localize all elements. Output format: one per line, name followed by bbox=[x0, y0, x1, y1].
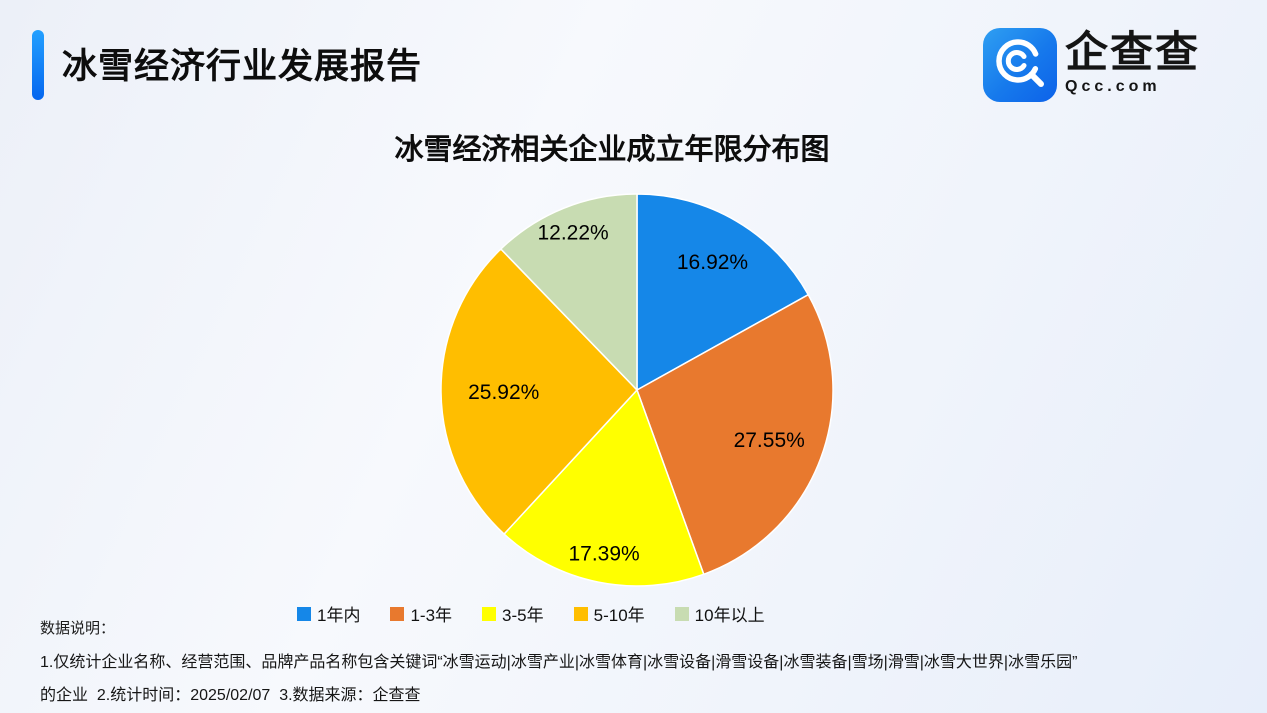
pie-slice-4 bbox=[440, 248, 638, 535]
legend-item-2: 1-3年 bbox=[390, 601, 452, 626]
qcc-magnifier-icon bbox=[983, 28, 1057, 102]
pie-slice-3 bbox=[503, 389, 705, 587]
pie-slice-5 bbox=[500, 193, 638, 391]
legend-item-1: 1年内 bbox=[297, 601, 360, 626]
legend-swatch-icon bbox=[297, 606, 311, 621]
legend-item-3: 3-5年 bbox=[482, 601, 544, 626]
legend-label: 10年以上 bbox=[694, 606, 765, 625]
legend-swatch-icon bbox=[482, 606, 497, 621]
logo-name: 企查查 bbox=[1065, 29, 1200, 77]
chart-title: 冰雪经济相关企业成立年限分布图 bbox=[394, 134, 830, 166]
qcc-logo: 企查查 Qcc.com bbox=[983, 28, 1200, 102]
logo-domain: Qcc.com bbox=[1065, 78, 1161, 95]
legend-label: 3-5年 bbox=[502, 606, 544, 625]
legend-item-5: 10年以上 bbox=[674, 601, 765, 626]
legend-swatch-icon bbox=[390, 606, 405, 621]
pie-slice-label-4: 25.92% bbox=[468, 381, 539, 404]
legend-swatch-icon bbox=[573, 606, 588, 621]
legend-swatch-icon bbox=[674, 606, 689, 621]
pie-slice-label-2: 27.55% bbox=[734, 429, 805, 452]
legend-label: 1年内 bbox=[317, 606, 361, 625]
logo-text: 企查查 Qcc.com bbox=[1065, 28, 1200, 102]
title-accent-bar bbox=[32, 30, 44, 100]
legend-label: 1-3年 bbox=[410, 606, 453, 625]
pie-slice-label-3: 17.39% bbox=[568, 543, 639, 566]
notes-line-2: 的企业 2.统计时间：2025/02/07 3.数据来源：企查查 bbox=[40, 687, 421, 704]
notes-label: 数据说明： bbox=[40, 620, 116, 637]
chart-legend: 1年内 1-3年 3-5年 5-10年 10年以上 bbox=[297, 601, 765, 626]
notes-line-1: 1.仅统计企业名称、经营范围、品牌产品名称包含关键词“冰雪运动|冰雪产业|冰雪体… bbox=[40, 654, 1078, 671]
legend-item-4: 5-10年 bbox=[573, 601, 645, 626]
report-title: 冰雪经济行业发展报告 bbox=[62, 47, 423, 86]
pie-chart: 16.92% 27.55% 17.39% 25.92% 12.22% bbox=[440, 193, 834, 587]
pie-slice-2 bbox=[636, 293, 834, 576]
pie-slice-1 bbox=[636, 193, 810, 391]
pie-slice-label-5: 12.22% bbox=[537, 221, 608, 244]
legend-label: 5-10年 bbox=[593, 606, 645, 625]
pie-slice-label-1: 16.92% bbox=[677, 251, 748, 274]
